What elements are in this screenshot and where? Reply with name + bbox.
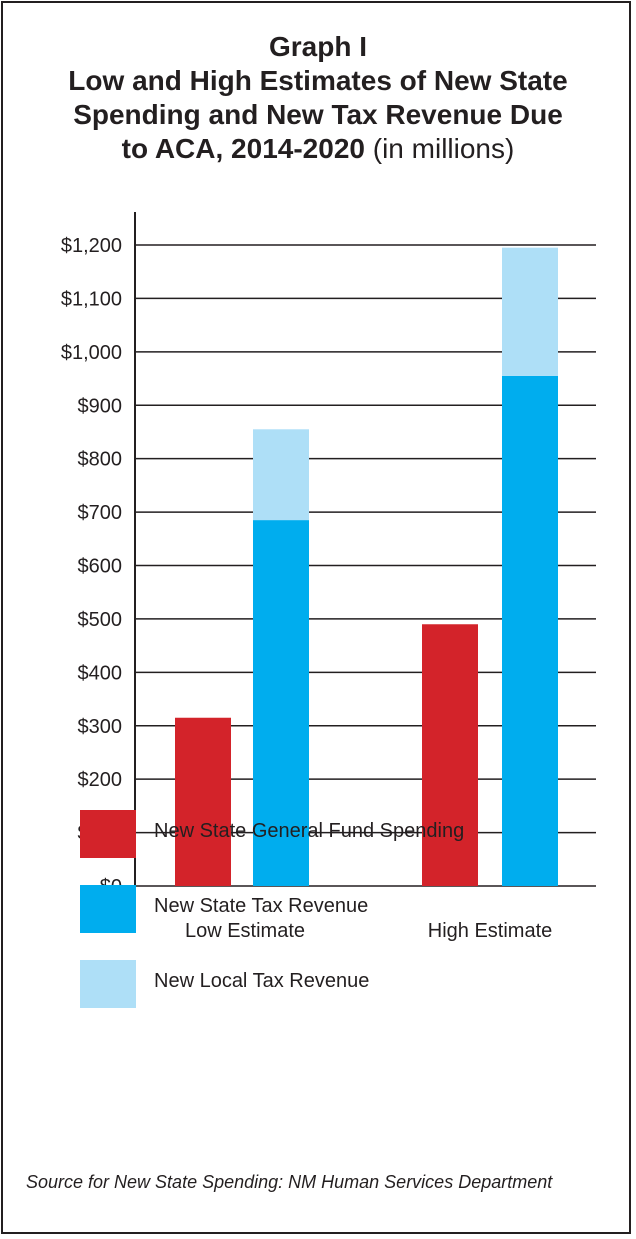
y-tick-label: $1,200 <box>61 235 122 257</box>
legend-label-state-tax: New State Tax Revenue <box>154 895 369 917</box>
bar-chart: $0$100$200$300$400$500$600$700$800$900$1… <box>61 212 596 942</box>
bar-state-tax-low <box>253 520 309 886</box>
bar-general-fund-low <box>175 717 231 886</box>
y-tick-label: $900 <box>78 395 123 417</box>
bar-local-tax-low <box>253 429 309 521</box>
x-category-label: Low Estimate <box>185 920 305 942</box>
title-line-1: Graph I <box>268 31 367 62</box>
y-tick-label: $600 <box>78 556 123 578</box>
legend-item-general-fund: New State General Fund Spending <box>80 810 600 885</box>
y-tick-label: $400 <box>78 662 123 684</box>
y-tick-label: $300 <box>78 716 123 738</box>
legend: New State General Fund Spending New Stat… <box>80 810 600 1035</box>
legend-swatch-state-tax <box>80 885 136 933</box>
legend-swatch-local-tax <box>80 960 136 1008</box>
chart-title: Graph I Low and High Estimates of New St… <box>0 30 636 166</box>
legend-label-general-fund: New State General Fund Spending <box>154 820 465 842</box>
x-category-label: High Estimate <box>428 920 553 942</box>
title-line-4: to ACA, 2014-2020 (in millions) <box>0 132 636 166</box>
bar-general-fund-high <box>422 624 478 886</box>
title-line-2: Low and High Estimates of New State <box>68 65 568 96</box>
bar-state-tax-high <box>502 375 558 886</box>
title-line-4-text: to ACA, 2014-2020 <box>121 133 365 164</box>
y-tick-label: $1,100 <box>61 288 122 310</box>
y-tick-label: $500 <box>78 609 123 631</box>
legend-item-state-tax: New State Tax Revenue <box>80 885 600 960</box>
y-tick-label: $800 <box>78 449 123 471</box>
bar-local-tax-high <box>502 247 558 376</box>
y-tick-label: $200 <box>78 769 123 791</box>
legend-label-local-tax: New Local Tax Revenue <box>154 970 370 992</box>
legend-item-local-tax: New Local Tax Revenue <box>80 960 600 1035</box>
source-note: Source for New State Spending: NM Human … <box>26 1172 553 1192</box>
title-units: (in millions) <box>364 133 515 164</box>
y-tick-label: $700 <box>78 502 123 524</box>
legend-swatch-general-fund <box>80 810 136 858</box>
y-tick-label: $1,000 <box>61 342 122 364</box>
title-line-3: Spending and New Tax Revenue Due <box>73 99 563 130</box>
